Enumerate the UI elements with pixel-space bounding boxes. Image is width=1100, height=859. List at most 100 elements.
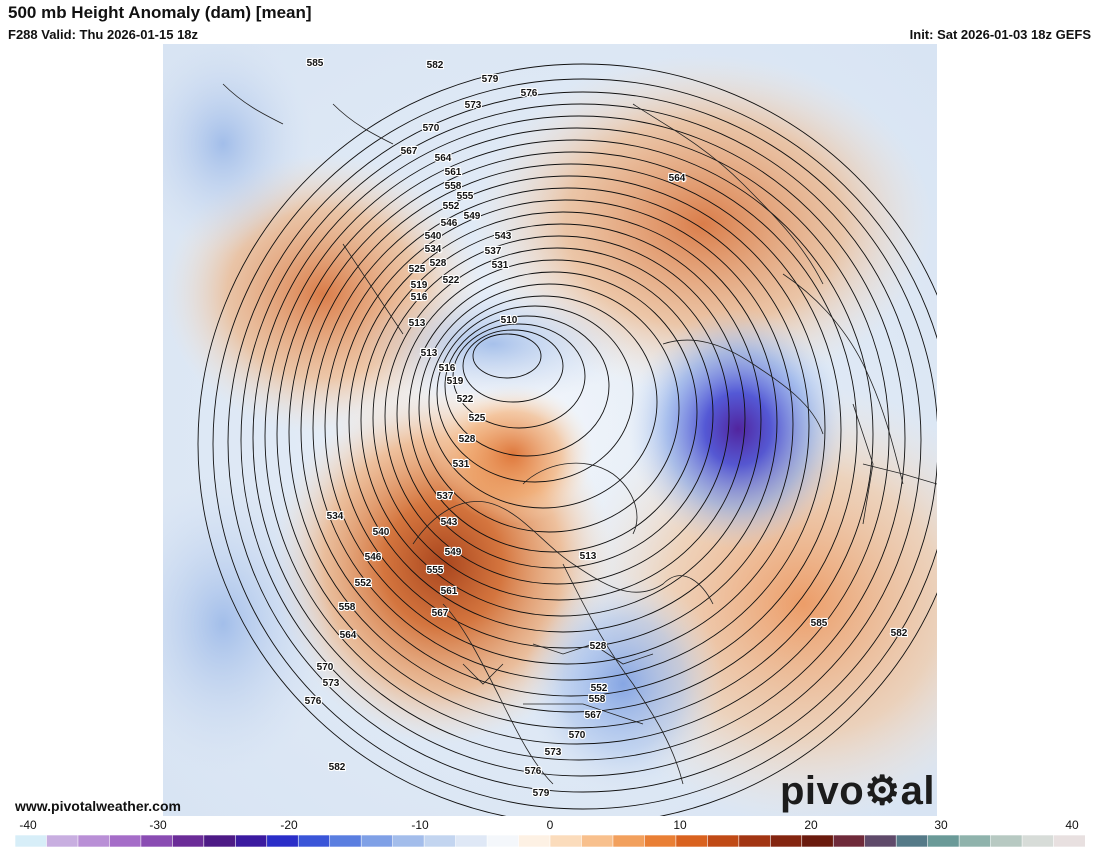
contour-label: 546 <box>441 218 458 229</box>
colorbar-cell <box>990 835 1023 847</box>
website-label[interactable]: www.pivotalweather.com <box>15 798 181 814</box>
contour-label: 582 <box>891 628 908 639</box>
colorbar-tick: 10 <box>673 818 687 832</box>
header: 500 mb Height Anomaly (dam) [mean] F288 … <box>0 0 1100 44</box>
contour-label: 567 <box>401 146 418 157</box>
contour-label: 519 <box>447 376 464 387</box>
contour-label: 576 <box>525 766 542 777</box>
colorbar-tick: -40 <box>19 818 37 832</box>
contour-label: 525 <box>409 264 426 275</box>
contour-label: 540 <box>425 231 442 242</box>
contour-label: 564 <box>340 630 357 641</box>
contour-label: 531 <box>492 260 509 271</box>
contour-label: 558 <box>339 602 356 613</box>
colorbar-cell <box>864 835 897 847</box>
colorbar-cell <box>927 835 960 847</box>
contour-label: 582 <box>329 762 346 773</box>
colorbar-cell <box>266 835 300 847</box>
colorbar-cell <box>832 835 866 847</box>
colorbar-tick: -30 <box>149 818 167 832</box>
contour-label: 552 <box>355 578 372 589</box>
contour-label: 558 <box>445 181 462 192</box>
contour-label: 570 <box>569 730 586 741</box>
colorbar-cell <box>958 835 992 847</box>
brand-left: pivo <box>780 769 865 813</box>
colorbar-tick: 40 <box>1065 818 1079 832</box>
contour-label: 555 <box>457 191 474 202</box>
contour-label: 585 <box>307 58 324 69</box>
contour-label: 576 <box>521 88 538 99</box>
colorbar-tick: 0 <box>546 818 554 832</box>
contour-label: 579 <box>482 74 499 85</box>
contour-label: 567 <box>432 608 449 619</box>
colorbar-cell <box>46 835 79 847</box>
colorbar-cell <box>297 835 331 847</box>
map-panel: 5855855825825825795795765765765735735735… <box>163 44 937 816</box>
colorbar-tick: 30 <box>934 818 948 832</box>
contour-label: 585 <box>811 618 828 629</box>
contour-label: 516 <box>439 363 456 374</box>
colorbar-cell <box>234 835 268 847</box>
contour-label: 528 <box>459 434 476 445</box>
contour-label: 516 <box>411 292 428 303</box>
colorbar-cell <box>895 835 929 847</box>
contour-label: 564 <box>435 153 452 164</box>
contour-label: 549 <box>464 211 481 222</box>
contour-label: 537 <box>437 491 454 502</box>
colorbar-cell <box>738 835 772 847</box>
colorbar-cell <box>644 835 677 847</box>
colorbar-cell <box>140 835 174 847</box>
colorbar-tick: -10 <box>411 818 429 832</box>
colorbar-cell <box>769 835 803 847</box>
contour-label: 576 <box>305 696 322 707</box>
colorbar-cell <box>77 835 111 847</box>
colorbar-cell <box>707 835 740 847</box>
contour-label: 531 <box>453 459 470 470</box>
colorbar-cell <box>1021 835 1055 847</box>
contour-label: 534 <box>425 244 442 255</box>
contour-label: 546 <box>365 552 382 563</box>
contour-label-layer: 5855855825825825795795765765765735735735… <box>304 57 909 800</box>
colorbar-ticks: -40 -30 -20 -10 0 10 20 30 40 <box>0 818 1100 834</box>
contour-label: 522 <box>443 275 460 286</box>
colorbar-cell <box>675 835 709 847</box>
brand-dot-icon: ⚙ <box>864 769 901 813</box>
colorbar-cell <box>360 835 394 847</box>
contour-label: 573 <box>323 678 340 689</box>
contour-label: 522 <box>457 394 474 405</box>
contour-label: 573 <box>465 100 482 111</box>
contour-label: 528 <box>590 641 607 652</box>
init-time: Init: Sat 2026-01-03 18z GEFS <box>909 27 1091 42</box>
colorbar-cell <box>612 835 646 847</box>
contour-label: 537 <box>485 246 502 257</box>
colorbar-cell <box>329 835 362 847</box>
contour-label: 558 <box>589 694 606 705</box>
colorbar-cell <box>172 835 205 847</box>
colorbar-cell <box>203 835 237 847</box>
colorbar-cell <box>549 835 583 847</box>
contour-label: 555 <box>427 565 444 576</box>
contour-label: 534 <box>327 511 344 522</box>
contour-label: 552 <box>591 683 608 694</box>
colorbar-cell <box>486 835 520 847</box>
colorbar-tick: 20 <box>804 818 818 832</box>
valid-time: F288 Valid: Thu 2026-01-15 18z <box>8 27 199 42</box>
contour-label: 552 <box>443 201 460 212</box>
contour-label: 570 <box>423 123 440 134</box>
anomaly-shading <box>163 44 937 816</box>
contour-label: 549 <box>445 547 462 558</box>
contour-label: 573 <box>545 747 562 758</box>
contour-label: 519 <box>411 280 428 291</box>
contour-label: 513 <box>409 318 426 329</box>
colorbar-cell <box>518 835 551 847</box>
contour-label: 510 <box>501 315 518 326</box>
contour-label: 561 <box>445 167 462 178</box>
colorbar-cell <box>801 835 835 847</box>
contour-label: 513 <box>580 551 597 562</box>
contour-label: 540 <box>373 527 390 538</box>
contour-label: 579 <box>533 788 550 799</box>
contour-label: 561 <box>441 586 458 597</box>
map-title: 500 mb Height Anomaly (dam) [mean] <box>8 3 312 22</box>
colorbar-cell <box>15 835 48 847</box>
contour-label: 525 <box>469 413 486 424</box>
